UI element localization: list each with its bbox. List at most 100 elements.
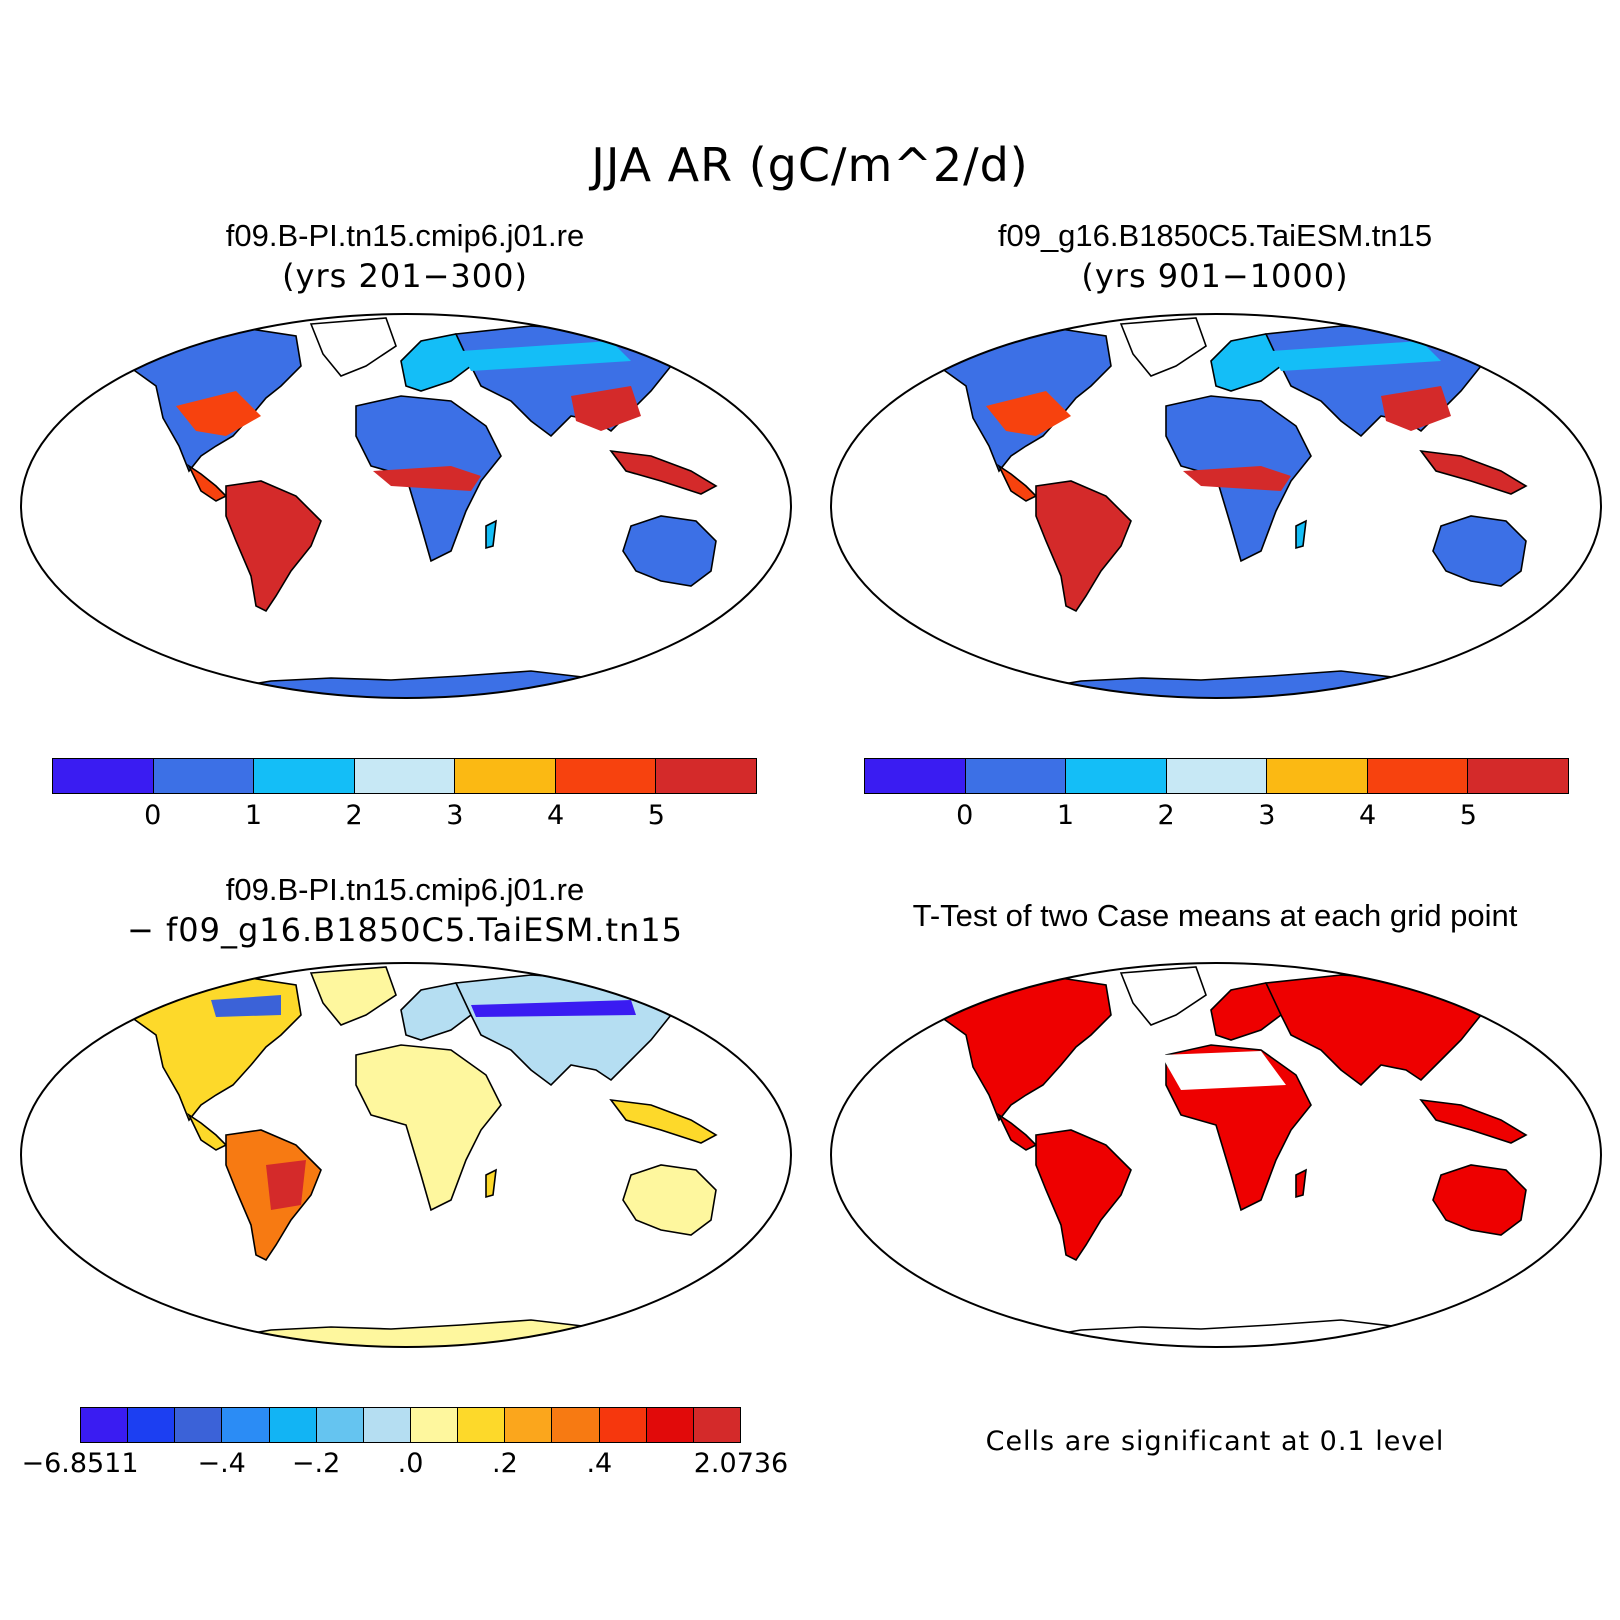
colorbar-box [1066, 759, 1167, 793]
figure-title: JJA AR (gC/m^2/d) [591, 138, 1029, 192]
colorbar-tick-label: 2 [1157, 800, 1175, 831]
continent-madagascar [1295, 519, 1307, 550]
continent-greenland [1119, 966, 1207, 1026]
continent-antarctica [155, 1319, 674, 1347]
map-boundary [20, 313, 792, 699]
colorbar-box [81, 1408, 129, 1442]
colorbar-box [53, 759, 154, 793]
colorbar-box [1267, 759, 1368, 793]
colorbar-box [865, 759, 966, 793]
continent-namerica [914, 325, 1112, 473]
continent-madagascar [485, 1168, 497, 1199]
continent-australia [622, 1164, 717, 1236]
continent-asia [454, 974, 693, 1087]
colorbar-tick-label: 1 [244, 800, 263, 831]
colorbar-box [455, 759, 556, 793]
sahara-nonsignificant [1161, 1051, 1286, 1090]
colorbar-tick-label: .2 [492, 1448, 518, 1479]
panel-1-map [20, 313, 792, 699]
colorbar-tick-label: −.2 [291, 1448, 341, 1479]
panel-3-colorbar [80, 1407, 741, 1443]
colorbar-box [458, 1408, 506, 1442]
colorbar-tick-label: .0 [397, 1448, 424, 1479]
panel-2-colorbar-labels: 0 1 2 3 4 5 [864, 800, 1569, 834]
colorbar-box [646, 1408, 694, 1442]
continent-australia [1432, 1164, 1527, 1236]
panel-3-title: f09.B-PI.tn15.cmip6.j01.re [225, 872, 585, 907]
continent-namerica [104, 325, 302, 473]
continent-samerica [225, 480, 322, 613]
continent-greenland [1119, 317, 1207, 377]
panel-4-title: T-Test of two Case means at each grid po… [912, 898, 1518, 933]
panel-2-map [830, 313, 1602, 699]
brazil-positive-band [266, 1160, 306, 1210]
colorbar-box [1468, 759, 1569, 793]
boreal-band [1271, 341, 1441, 371]
colorbar-tick-label: 2.0736 [693, 1448, 789, 1479]
eastern-us-band [986, 391, 1071, 436]
colorbar-tick-label: 4 [546, 800, 565, 831]
panel-2-subtitle: (yrs 901−1000) [1081, 257, 1349, 295]
colorbar-box [1166, 759, 1268, 793]
colorbar-box [354, 759, 456, 793]
colorbar-box [1367, 759, 1469, 793]
continent-madagascar [1295, 1168, 1307, 1199]
panel-2-title: f09_g16.B1850C5.TaiESM.tn15 [997, 218, 1433, 253]
colorbar-box [555, 759, 657, 793]
colorbar-tick-label: −6.8511 [21, 1448, 139, 1479]
colorbar-box [128, 1408, 176, 1442]
panel-4-map [830, 962, 1602, 1348]
colorbar-box [363, 1408, 411, 1442]
colorbar-box [153, 759, 255, 793]
panel-1-colorbar-labels: 0 1 2 3 4 5 [52, 800, 757, 834]
colorbar-tick-label: .4 [586, 1448, 613, 1479]
continent-samerica [1035, 480, 1132, 613]
map-boundary [830, 313, 1602, 699]
continent-camerica [997, 463, 1038, 502]
colorbar-box [269, 1408, 317, 1442]
colorbar-box [656, 759, 757, 793]
colorbar-tick-label: −.4 [197, 1448, 246, 1479]
boreal-band [461, 341, 631, 371]
colorbar-box [693, 1408, 740, 1442]
panel-3-colorbar-labels: −6.8511 −.4 −.2 .0 .2 .4 2.0736 [21, 1448, 788, 1482]
continent-seasia [1419, 1098, 1528, 1144]
continent-asia [1264, 325, 1503, 438]
continent-camerica [997, 1112, 1038, 1151]
panel-1-title: f09.B-PI.tn15.cmip6.j01.re [225, 218, 585, 253]
significance-note: Cells are significant at 0.1 level [985, 1426, 1445, 1457]
colorbar-tick-label: 0 [956, 800, 974, 831]
tropical-africa-band [373, 466, 481, 491]
east-asia-band [571, 386, 641, 431]
colorbar-box [965, 759, 1067, 793]
colorbar-tick-label: 0 [144, 800, 162, 831]
colorbar-box [175, 1408, 223, 1442]
continent-africa [355, 1044, 502, 1212]
colorbar-tick-label: 2 [345, 800, 363, 831]
panel-3-map [20, 962, 792, 1348]
continent-antarctica [965, 1319, 1484, 1347]
continent-seasia [1419, 449, 1528, 495]
colorbar-tick-label: 1 [1056, 800, 1075, 831]
colorbar-tick-label: 3 [1258, 800, 1276, 831]
continent-greenland [309, 317, 397, 377]
continent-australia [622, 515, 717, 587]
boreal-negative-band [471, 1000, 636, 1017]
continent-samerica [1035, 1129, 1132, 1262]
continent-greenland [309, 966, 397, 1026]
colorbar-box [552, 1408, 600, 1442]
colorbar-tick-label: 4 [1358, 800, 1377, 831]
colorbar-box [222, 1408, 270, 1442]
panel-1-colorbar [52, 758, 757, 794]
panel-3-subtitle: − f09_g16.B1850C5.TaiESM.tn15 [126, 911, 684, 949]
colorbar-box [599, 1408, 647, 1442]
canada-negative-band [211, 995, 281, 1017]
tropical-africa-band [1183, 466, 1291, 491]
continent-madagascar [485, 519, 497, 550]
continent-seasia [609, 1098, 718, 1144]
eastern-us-band [176, 391, 261, 436]
colorbar-box [254, 759, 355, 793]
panel-1-subtitle: (yrs 201−300) [282, 257, 528, 295]
continent-asia [454, 325, 693, 438]
continent-asia [1264, 974, 1503, 1087]
